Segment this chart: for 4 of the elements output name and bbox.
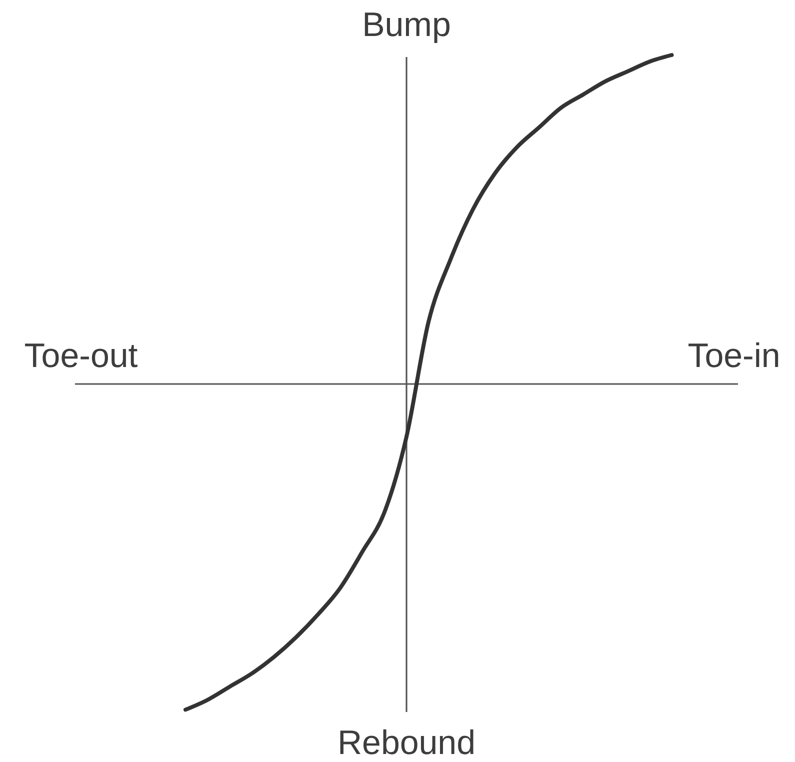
text: Rebound xyxy=(337,724,476,762)
y-axis-title: Bump xyxy=(362,6,451,44)
x-axis-title: Toe-in xyxy=(688,337,780,375)
annotation: Toe-out xyxy=(24,337,138,375)
